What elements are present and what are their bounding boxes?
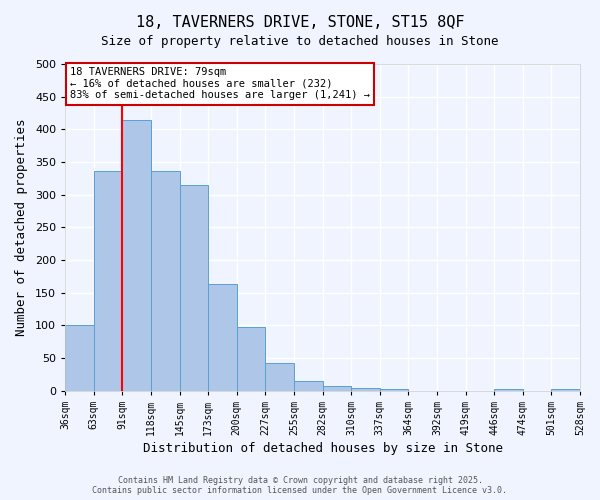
Text: Size of property relative to detached houses in Stone: Size of property relative to detached ho…: [101, 35, 499, 48]
Bar: [380, 389, 409, 391]
Bar: [94, 170, 122, 391]
Text: Contains HM Land Registry data © Crown copyright and database right 2025.
Contai: Contains HM Land Registry data © Crown c…: [92, 476, 508, 495]
Bar: [351, 388, 380, 391]
Bar: [237, 328, 265, 391]
Bar: [551, 389, 580, 391]
Y-axis label: Number of detached properties: Number of detached properties: [15, 118, 28, 336]
X-axis label: Distribution of detached houses by size in Stone: Distribution of detached houses by size …: [143, 442, 503, 455]
Bar: [151, 170, 179, 391]
Bar: [494, 389, 523, 391]
Bar: [265, 362, 294, 391]
Text: 18, TAVERNERS DRIVE, STONE, ST15 8QF: 18, TAVERNERS DRIVE, STONE, ST15 8QF: [136, 15, 464, 30]
Text: 18 TAVERNERS DRIVE: 79sqm
← 16% of detached houses are smaller (232)
83% of semi: 18 TAVERNERS DRIVE: 79sqm ← 16% of detac…: [70, 68, 370, 100]
Bar: [179, 185, 208, 391]
Bar: [323, 386, 351, 391]
Bar: [294, 381, 323, 391]
Bar: [65, 326, 94, 391]
Bar: [208, 284, 237, 391]
Bar: [122, 120, 151, 391]
